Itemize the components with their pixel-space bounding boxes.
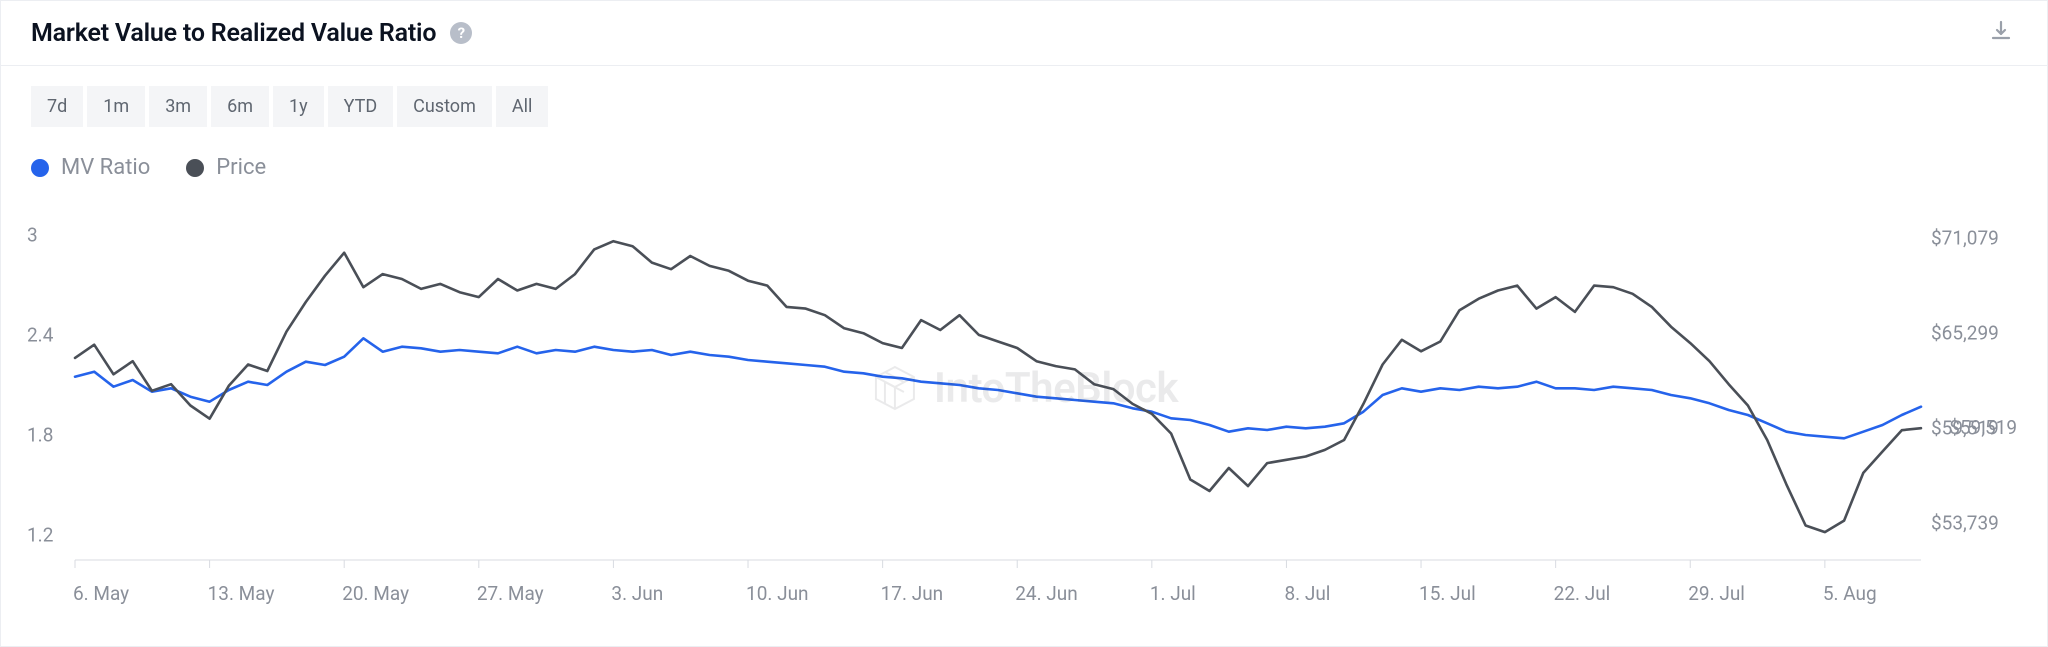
chart-title: Market Value to Realized Value Ratio xyxy=(31,19,436,48)
x-tick-label: 8. Jul xyxy=(1284,582,1330,605)
y-left-tick-label: 1.8 xyxy=(27,424,53,447)
x-tick-label: 1. Jul xyxy=(1150,582,1196,605)
chart-svg[interactable] xyxy=(31,204,2017,604)
y-axis-left-labels: 3 2.4 1.8 1.2 xyxy=(27,204,67,604)
x-tick-label: 6. May xyxy=(73,582,129,605)
y-left-tick-label: 1.2 xyxy=(27,524,53,547)
x-tick-label: 29. Jul xyxy=(1688,582,1745,605)
x-tick-label: 3. Jun xyxy=(611,582,663,605)
range-button-3m[interactable]: 3m xyxy=(149,86,207,127)
range-button-all[interactable]: All xyxy=(496,86,549,127)
x-tick-label: 15. Jul xyxy=(1419,582,1476,605)
chart-header: Market Value to Realized Value Ratio ? xyxy=(1,1,2047,66)
x-tick-label: 5. Aug xyxy=(1823,582,1877,605)
y-right-tick-label: $71,079 xyxy=(1931,227,1999,250)
range-button-1m[interactable]: 1m xyxy=(87,86,145,127)
x-tick-label: 13. May xyxy=(208,582,275,605)
chart-plot-area: IntoTheBlock 32.41.81.2 $71,079$65,299$5… xyxy=(31,204,2017,604)
x-tick-label: 20. May xyxy=(342,582,409,605)
time-range-selector: 7d1m3m6m1yYTDCustomAll xyxy=(31,86,2017,127)
y-right-tick-label: $65,299 xyxy=(1931,322,1999,345)
legend-item-mv-ratio[interactable]: MV Ratio xyxy=(31,155,150,180)
y-left-tick-label: 3 xyxy=(27,224,38,247)
y-right-tick-label: $53,739 xyxy=(1931,512,1999,535)
x-tick-label: 17. Jun xyxy=(881,582,944,605)
last-price-label: $59,519 xyxy=(1949,416,2017,439)
chart-legend: MV Ratio Price xyxy=(31,155,2017,180)
x-tick-label: 22. Jul xyxy=(1554,582,1611,605)
legend-dot xyxy=(186,159,204,177)
legend-label: MV Ratio xyxy=(61,155,150,180)
x-tick-label: 24. Jun xyxy=(1015,582,1078,605)
help-icon[interactable]: ? xyxy=(450,22,472,44)
chart-panel: Market Value to Realized Value Ratio ? 7… xyxy=(0,0,2048,647)
legend-label: Price xyxy=(216,155,266,180)
x-axis-labels: 6. May 13. May 20. May 27. May 3. Jun 10. Jun… xyxy=(31,568,2017,612)
legend-dot xyxy=(31,159,49,177)
range-button-1y[interactable]: 1y xyxy=(273,86,324,127)
x-tick-label: 10. Jun xyxy=(746,582,809,605)
download-icon[interactable] xyxy=(1985,15,2017,51)
legend-item-price[interactable]: Price xyxy=(186,155,266,180)
y-left-tick-label: 2.4 xyxy=(27,324,53,347)
range-button-7d[interactable]: 7d xyxy=(31,86,83,127)
y-axis-right-labels: $71,079 $65,299 $59,519 $53,739 xyxy=(1931,204,2021,604)
x-tick-label: 27. May xyxy=(477,582,544,605)
range-button-6m[interactable]: 6m xyxy=(211,86,269,127)
range-button-ytd[interactable]: YTD xyxy=(328,86,394,127)
chart-controls: 7d1m3m6m1yYTDCustomAll MV Ratio Price xyxy=(1,66,2047,180)
range-button-custom[interactable]: Custom xyxy=(397,86,492,127)
